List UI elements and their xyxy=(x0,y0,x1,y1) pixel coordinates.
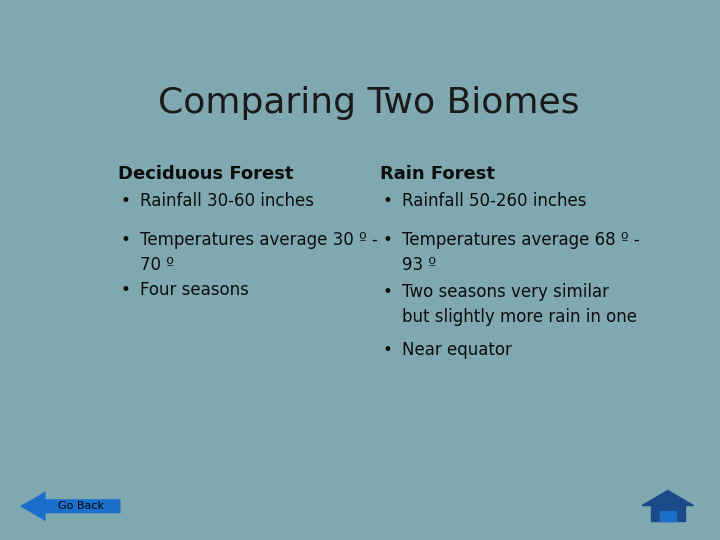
Text: Comparing Two Biomes: Comparing Two Biomes xyxy=(158,85,580,119)
Text: Rain Forest: Rain Forest xyxy=(380,165,495,183)
Text: Rainfall 50-260 inches: Rainfall 50-260 inches xyxy=(402,192,587,210)
Text: Deciduous Forest: Deciduous Forest xyxy=(118,165,294,183)
Bar xyxy=(660,511,676,521)
Bar xyxy=(651,507,685,521)
Text: •: • xyxy=(121,231,130,249)
Text: Four seasons: Four seasons xyxy=(140,281,249,299)
Text: •: • xyxy=(121,192,130,210)
Polygon shape xyxy=(642,490,693,505)
Text: Temperatures average 30 º -
70 º: Temperatures average 30 º - 70 º xyxy=(140,231,378,274)
Text: •: • xyxy=(383,283,393,301)
Text: •: • xyxy=(383,231,393,249)
Text: •: • xyxy=(383,341,393,359)
Text: •: • xyxy=(383,192,393,210)
Polygon shape xyxy=(20,491,120,521)
Text: Near equator: Near equator xyxy=(402,341,513,359)
Text: •: • xyxy=(121,281,130,299)
Text: Rainfall 30-60 inches: Rainfall 30-60 inches xyxy=(140,192,314,210)
Text: Go Back: Go Back xyxy=(58,501,104,511)
Text: Two seasons very similar
but slightly more rain in one: Two seasons very similar but slightly mo… xyxy=(402,283,637,326)
Text: Temperatures average 68 º -
93 º: Temperatures average 68 º - 93 º xyxy=(402,231,640,274)
